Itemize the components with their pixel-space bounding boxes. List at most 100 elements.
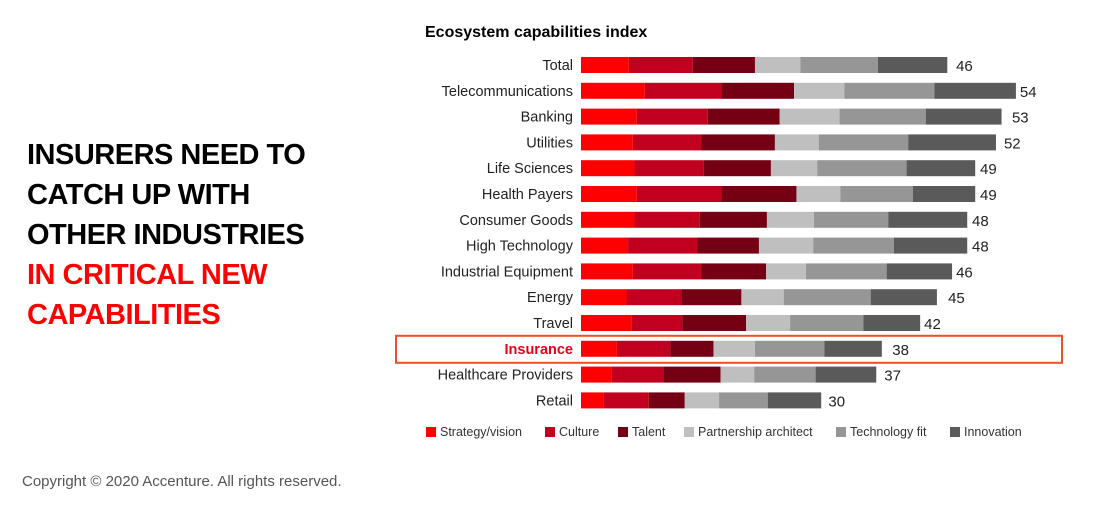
bar-segment-partnership-architect <box>758 237 814 254</box>
bar-segment-culture <box>628 237 698 254</box>
bar-segment-technology-fit <box>840 186 913 202</box>
bar-segment-talent <box>648 392 685 409</box>
bar-segment-culture <box>634 211 700 228</box>
bar-segment-strategy-vision <box>581 392 604 409</box>
bar-segment-culture <box>632 263 702 280</box>
bar-segment-culture <box>611 366 664 383</box>
category-label: Insurance <box>505 342 574 358</box>
bar-segment-strategy-vision <box>581 211 635 228</box>
bar-segment-strategy-vision <box>581 57 629 73</box>
headline-line-red: IN CRITICAL NEW <box>27 259 268 291</box>
bar-segment-partnership-architect <box>779 108 840 125</box>
legend-swatch <box>545 427 555 437</box>
legend-item: Culture <box>545 425 599 439</box>
total-label: 45 <box>948 290 965 307</box>
legend-label: Partnership architect <box>698 425 813 439</box>
bar-segment-partnership-architect <box>720 366 755 383</box>
bar-segment-partnership-architect <box>746 315 791 331</box>
bar-segment-culture <box>636 108 708 125</box>
bar-segment-technology-fit <box>839 108 926 125</box>
bar-segment-strategy-vision <box>581 340 617 357</box>
bar-segment-partnership-architect <box>741 289 784 306</box>
bar-segment-innovation <box>824 340 882 357</box>
bar-segment-technology-fit <box>719 392 768 409</box>
bar-segment-culture <box>616 340 671 357</box>
chart-title: Ecosystem capabilities index <box>425 24 647 41</box>
legend-label: Culture <box>559 425 599 439</box>
bar-segment-culture <box>632 134 702 151</box>
category-label: High Technology <box>466 239 574 255</box>
legend-label: Strategy/vision <box>440 425 522 439</box>
bar-segment-talent <box>670 340 714 357</box>
bar-segment-innovation <box>908 134 996 151</box>
total-label: 30 <box>828 393 845 410</box>
bar-segment-innovation <box>912 186 976 202</box>
headline-line: CATCH UP WITH <box>27 179 250 211</box>
category-label: Life Sciences <box>487 161 573 177</box>
bar-segment-talent <box>697 237 759 254</box>
bar-segment-partnership-architect <box>766 263 807 280</box>
headline-line-red: CAPABILITIES <box>27 299 221 331</box>
bar-segment-talent <box>707 108 780 125</box>
bar-segment-talent <box>699 211 767 228</box>
bar-segment-partnership-architect <box>770 160 818 177</box>
category-label: Consumer Goods <box>459 213 573 229</box>
total-label: 48 <box>972 213 989 230</box>
bar-segment-technology-fit <box>800 57 878 73</box>
total-label: 48 <box>972 239 989 256</box>
total-label: 49 <box>980 161 997 178</box>
bar-segment-talent <box>701 263 767 280</box>
category-label: Industrial Equipment <box>441 264 573 280</box>
highlight-box <box>395 334 1063 364</box>
category-label: Travel <box>533 316 573 332</box>
bar-segment-technology-fit <box>813 237 894 254</box>
bar-segment-technology-fit <box>844 82 935 99</box>
bar-segment-strategy-vision <box>581 366 612 383</box>
category-label: Energy <box>527 290 574 306</box>
bar-segment-partnership-architect <box>754 57 801 73</box>
legend-item: Technology fit <box>836 425 927 439</box>
bar-segment-strategy-vision <box>581 186 637 202</box>
legend-swatch <box>836 427 846 437</box>
bar-segment-talent <box>703 160 771 177</box>
bar-segment-innovation <box>934 82 1016 99</box>
legend-label: Talent <box>632 425 666 439</box>
bar-segment-strategy-vision <box>581 237 629 254</box>
total-label: 37 <box>884 368 901 385</box>
bar-segment-culture <box>628 57 693 73</box>
bar-segment-innovation <box>886 263 953 280</box>
legend-swatch <box>684 427 694 437</box>
total-label: 49 <box>980 187 997 204</box>
category-label: Healthcare Providers <box>438 368 573 384</box>
bar-segment-technology-fit <box>818 134 909 151</box>
legend-label: Innovation <box>964 425 1022 439</box>
bar-segment-culture <box>636 186 722 202</box>
category-label: Retail <box>536 393 573 409</box>
bar-segment-innovation <box>925 108 1002 125</box>
bar-segment-innovation <box>863 315 921 331</box>
bar-segment-talent <box>663 366 721 383</box>
bar-segment-partnership-architect <box>713 340 755 357</box>
total-label: 53 <box>1012 110 1029 127</box>
total-label: 46 <box>956 58 973 75</box>
bar-segment-talent <box>682 315 747 331</box>
bar-segment-innovation <box>888 211 968 228</box>
headline: INSURERS NEED TO CATCH UP WITH OTHER IND… <box>27 135 306 335</box>
category-label: Health Payers <box>482 187 573 203</box>
legend-label: Technology fit <box>850 425 927 439</box>
bar-segment-innovation <box>906 160 976 177</box>
total-label: 42 <box>924 316 941 333</box>
category-label: Telecommunications <box>442 84 573 100</box>
bar-segment-partnership-architect <box>774 134 819 151</box>
bar-segment-talent <box>701 134 775 151</box>
bar-segment-technology-fit <box>806 263 887 280</box>
bar-segment-culture <box>634 160 704 177</box>
bar-segment-technology-fit <box>817 160 907 177</box>
legend-swatch <box>950 427 960 437</box>
category-label: Banking <box>521 110 573 126</box>
bar-segment-partnership-architect <box>794 82 845 99</box>
headline-line: INSURERS NEED TO <box>27 139 306 171</box>
bar-segment-technology-fit <box>814 211 889 228</box>
bar-segment-partnership-architect <box>766 211 815 228</box>
